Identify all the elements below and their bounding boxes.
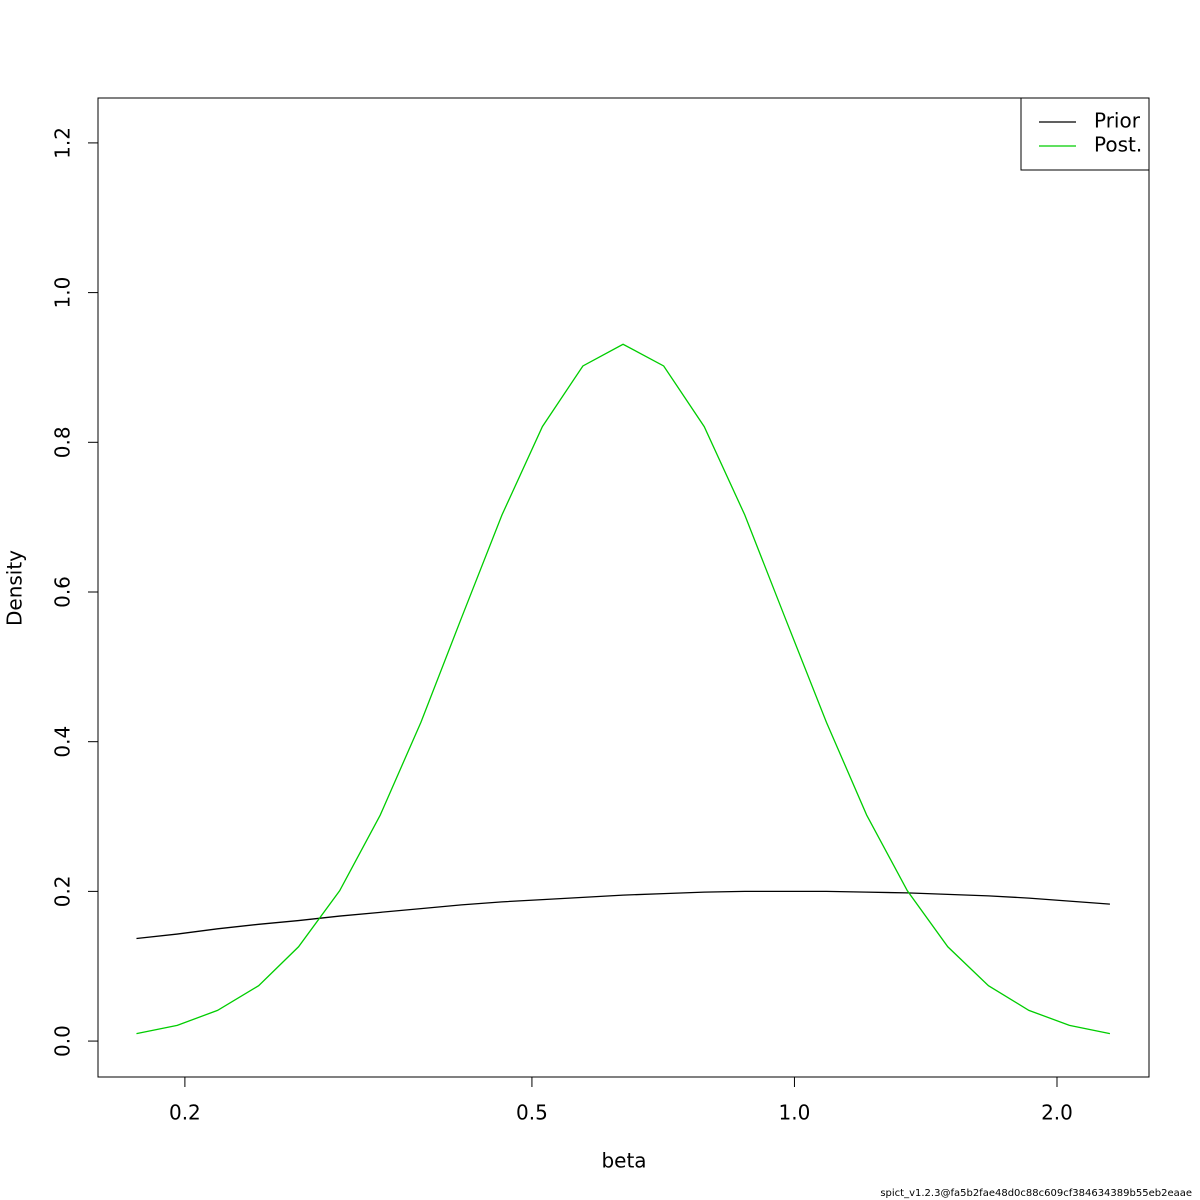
x-tick-label: 0.5 (516, 1101, 548, 1125)
y-tick-label: 1.0 (51, 277, 75, 309)
y-tick-label: 0.0 (51, 1025, 75, 1057)
x-axis-label: beta (601, 1149, 646, 1173)
y-tick-label: 0.6 (51, 576, 75, 608)
y-tick-label: 0.2 (51, 875, 75, 907)
legend-label: Post. (1094, 133, 1142, 157)
legend-label: Prior (1094, 109, 1141, 133)
footnote: spict_v1.2.3@fa5b2fae48d0c88c609cf384634… (880, 1188, 1192, 1199)
x-tick-label: 0.2 (169, 1101, 201, 1125)
y-tick-label: 0.4 (51, 726, 75, 758)
y-tick-label: 1.2 (51, 127, 75, 159)
y-tick-label: 0.8 (51, 426, 75, 458)
x-tick-label: 2.0 (1041, 1101, 1073, 1125)
series-line (136, 343, 1111, 1035)
series-line (136, 890, 1110, 940)
y-axis-label: Density (3, 550, 27, 626)
x-tick-label: 1.0 (779, 1101, 811, 1125)
plot-frame (97, 97, 1150, 1078)
legend-box (1020, 97, 1150, 171)
